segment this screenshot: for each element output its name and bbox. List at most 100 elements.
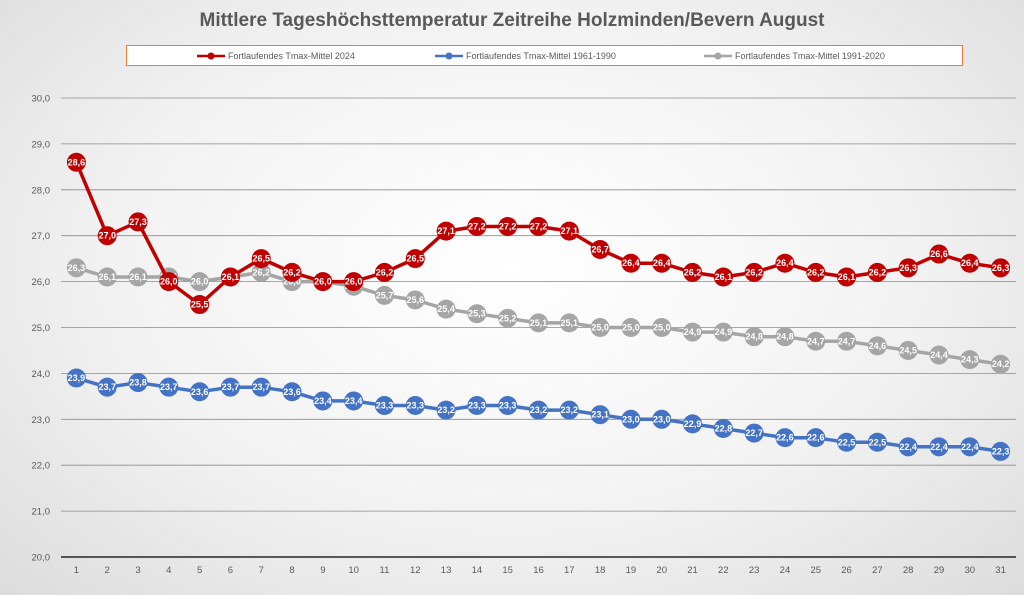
data-point-1991-2020 [713,322,733,342]
x-tick-label: 9 [320,565,325,576]
data-point-1991-2020 [436,299,456,319]
data-point-1991-2020 [251,262,271,282]
x-tick-label: 14 [472,565,483,576]
data-label-2024: 27,1 [437,226,455,236]
data-point-1961-1990 [806,428,826,448]
data-label-1961-1990: 23,1 [591,410,609,420]
data-label-2024: 26,3 [992,263,1010,273]
data-label-1961-1990: 22,7 [745,428,763,438]
data-point-1991-2020 [529,313,548,333]
data-label-1991-2020: 24,5 [899,345,917,355]
x-tick-label: 28 [903,565,914,576]
legend-item-1991-2020: Fortlaufendes Tmax-Mittel 1991-2020 [704,46,885,65]
data-label-1961-1990: 22,6 [807,433,825,443]
data-point-2024 [652,253,672,273]
data-label-1991-2020: 25,7 [376,290,394,300]
y-tick-label: 25,0 [32,323,51,334]
data-label-2024: 27,0 [98,231,116,241]
data-label-2024: 27,3 [129,217,147,227]
data-label-1961-1990: 22,5 [869,437,887,447]
x-tick-label: 7 [259,565,264,576]
data-point-1991-2020 [374,285,394,305]
data-point-2024 [744,262,764,282]
data-point-1961-1990 [220,377,240,397]
y-tick-label: 22,0 [32,461,51,472]
data-point-1961-1990 [251,377,271,397]
data-label-2024: 26,2 [745,267,763,277]
data-point-2024 [867,262,887,282]
data-label-1961-1990: 23,4 [314,396,332,406]
data-point-1991-2020 [190,272,210,292]
data-point-1991-2020 [929,345,949,365]
data-point-1991-2020 [867,336,887,356]
data-point-1991-2020 [652,318,672,337]
data-point-1961-1990 [66,368,86,388]
data-label-1991-2020: 24,4 [930,350,948,360]
data-point-2024 [251,249,271,269]
x-tick-label: 6 [228,565,233,576]
data-point-2024 [128,212,148,232]
data-label-1991-2020: 25,4 [437,304,455,314]
y-tick-label: 20,0 [32,553,51,564]
data-label-1961-1990: 23,8 [129,378,147,388]
data-label-2024: 26,4 [653,258,671,268]
data-point-2024 [282,262,302,282]
legend-label-1991-2020: Fortlaufendes Tmax-Mittel 1991-2020 [735,50,885,61]
data-point-2024 [929,244,949,264]
data-label-2024: 26,1 [715,272,733,282]
data-point-1991-2020 [775,327,795,347]
data-point-1991-2020 [128,267,148,287]
data-point-2024 [97,226,117,246]
data-label-1991-2020: 24,9 [715,327,733,337]
data-label-2024: 26,7 [591,244,609,254]
data-label-2024: 26,2 [807,267,825,277]
legend-marker-1991-2020 [704,52,732,59]
data-point-1961-1990 [190,382,210,402]
data-label-2024: 26,0 [160,277,178,287]
data-label-1961-1990: 22,3 [992,446,1010,456]
data-point-2024 [498,217,518,237]
y-tick-label: 29,0 [32,139,51,150]
data-point-1961-1990 [313,391,333,411]
data-label-2024: 26,2 [283,267,301,277]
data-point-1961-1990 [929,437,949,457]
data-point-2024 [837,267,857,287]
data-point-1961-1990 [467,396,487,416]
data-label-1991-2020: 26,1 [98,272,116,282]
data-label-1961-1990: 22,8 [715,423,733,433]
data-point-2024 [313,272,333,292]
data-label-2024: 25,5 [191,300,209,310]
data-point-1961-1990 [344,391,364,411]
data-label-1991-2020: 24,7 [807,336,825,346]
data-label-1991-2020: 24,2 [992,359,1010,369]
x-tick-label: 31 [995,565,1006,576]
data-point-1961-1990 [590,405,610,425]
data-label-1961-1990: 23,7 [222,382,240,392]
data-label-1961-1990: 22,6 [776,433,794,443]
data-label-1991-2020: 26,0 [191,277,209,287]
data-label-1961-1990: 23,4 [345,396,363,406]
data-point-2024 [190,295,210,315]
data-label-1961-1990: 23,2 [530,405,548,415]
x-tick-label: 30 [965,565,976,576]
data-label-2024: 27,2 [468,222,486,232]
data-point-1961-1990 [867,432,887,452]
x-tick-label: 2 [105,565,110,576]
data-point-2024 [66,152,86,172]
data-label-1991-2020: 26,1 [129,272,147,282]
data-label-1961-1990: 23,0 [653,414,671,424]
data-label-1961-1990: 22,4 [961,442,979,452]
data-point-2024 [775,253,795,273]
data-label-1991-2020: 24,7 [838,336,856,346]
data-point-2024 [344,272,364,292]
data-point-2024 [713,267,733,287]
data-label-1961-1990: 22,4 [899,442,917,452]
data-point-1961-1990 [374,396,394,416]
data-label-1961-1990: 23,3 [499,401,517,411]
data-label-2024: 26,1 [838,272,856,282]
data-label-1961-1990: 22,9 [684,419,702,429]
data-point-1991-2020 [683,322,703,342]
x-tick-label: 11 [380,565,390,576]
x-tick-label: 27 [872,565,883,576]
data-label-1991-2020: 26,2 [252,267,270,277]
